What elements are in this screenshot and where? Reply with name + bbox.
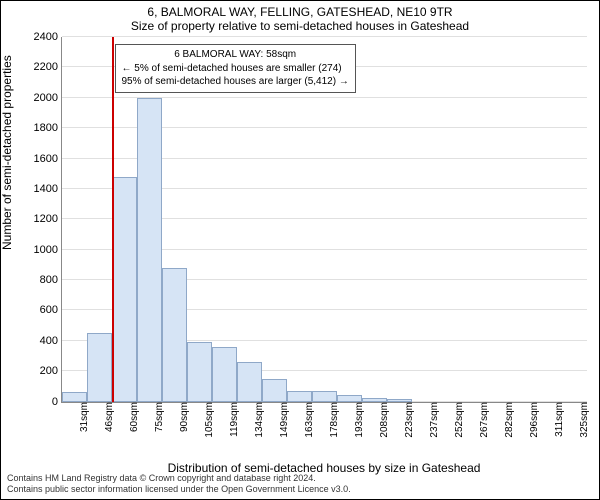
histogram-bar xyxy=(262,379,287,402)
annotation-line: 95% of semi-detached houses are larger (… xyxy=(122,75,349,89)
x-tick-label: 282sqm xyxy=(500,402,515,438)
y-tick-label: 1000 xyxy=(34,244,62,256)
histogram-bar xyxy=(187,342,212,401)
title-line-1: 6, BALMORAL WAY, FELLING, GATESHEAD, NE1… xyxy=(1,5,599,19)
title-block: 6, BALMORAL WAY, FELLING, GATESHEAD, NE1… xyxy=(1,1,599,33)
y-tick-label: 2000 xyxy=(34,92,62,104)
plot-region: 0200400600800100012001400160018002000220… xyxy=(61,37,587,403)
footer-line-2: Contains public sector information licen… xyxy=(7,484,593,495)
x-tick-label: 134sqm xyxy=(250,402,265,438)
histogram-bar xyxy=(362,398,387,402)
y-tick-label: 600 xyxy=(40,304,62,316)
histogram-bar xyxy=(62,392,87,401)
x-tick-label: 90sqm xyxy=(175,402,190,432)
x-tick-label: 149sqm xyxy=(275,402,290,438)
x-tick-label: 46sqm xyxy=(100,402,115,432)
annotation-line: ← 5% of semi-detached houses are smaller… xyxy=(122,62,349,76)
x-tick-label: 208sqm xyxy=(375,402,390,438)
title-line-2: Size of property relative to semi-detach… xyxy=(1,19,599,33)
x-tick-label: 237sqm xyxy=(425,402,440,438)
histogram-bar xyxy=(287,391,312,402)
x-tick-label: 193sqm xyxy=(350,402,365,438)
annotation-box: 6 BALMORAL WAY: 58sqm← 5% of semi-detach… xyxy=(115,44,356,93)
histogram-bar xyxy=(87,333,112,401)
gridline xyxy=(62,36,587,37)
histogram-bar xyxy=(137,98,162,402)
annotation-line: 6 BALMORAL WAY: 58sqm xyxy=(122,48,349,62)
x-tick-label: 296sqm xyxy=(525,402,540,438)
y-tick-label: 800 xyxy=(40,274,62,286)
histogram-bar xyxy=(237,362,262,401)
x-tick-label: 311sqm xyxy=(550,402,565,437)
y-tick-label: 1800 xyxy=(34,122,62,134)
x-tick-label: 267sqm xyxy=(475,402,490,438)
histogram-bar xyxy=(212,347,237,402)
chart-container: 6, BALMORAL WAY, FELLING, GATESHEAD, NE1… xyxy=(0,0,600,500)
y-tick-label: 0 xyxy=(52,396,62,408)
y-tick-label: 2400 xyxy=(34,31,62,43)
x-tick-label: 105sqm xyxy=(200,402,215,438)
x-tick-label: 252sqm xyxy=(450,402,465,438)
y-tick-label: 1600 xyxy=(34,153,62,165)
x-tick-label: 223sqm xyxy=(400,402,415,438)
y-tick-label: 1200 xyxy=(34,213,62,225)
chart-area: 0200400600800100012001400160018002000220… xyxy=(61,37,587,471)
y-axis-label: Number of semi-detached properties xyxy=(0,55,14,250)
histogram-bar xyxy=(312,391,337,402)
x-tick-label: 178sqm xyxy=(325,402,340,438)
y-tick-label: 1400 xyxy=(34,183,62,195)
x-tick-label: 119sqm xyxy=(225,402,240,437)
x-tick-label: 60sqm xyxy=(125,402,140,432)
histogram-bar xyxy=(337,395,362,401)
x-axis-label: Distribution of semi-detached houses by … xyxy=(61,461,587,475)
x-tick-label: 31sqm xyxy=(75,402,90,432)
x-tick-label: 325sqm xyxy=(575,402,590,438)
y-tick-label: 200 xyxy=(40,365,62,377)
histogram-bar xyxy=(112,177,137,402)
y-tick-label: 2200 xyxy=(34,61,62,73)
x-tick-label: 163sqm xyxy=(300,402,315,438)
histogram-bar xyxy=(162,268,187,402)
x-tick-label: 75sqm xyxy=(150,402,165,432)
y-tick-label: 400 xyxy=(40,335,62,347)
